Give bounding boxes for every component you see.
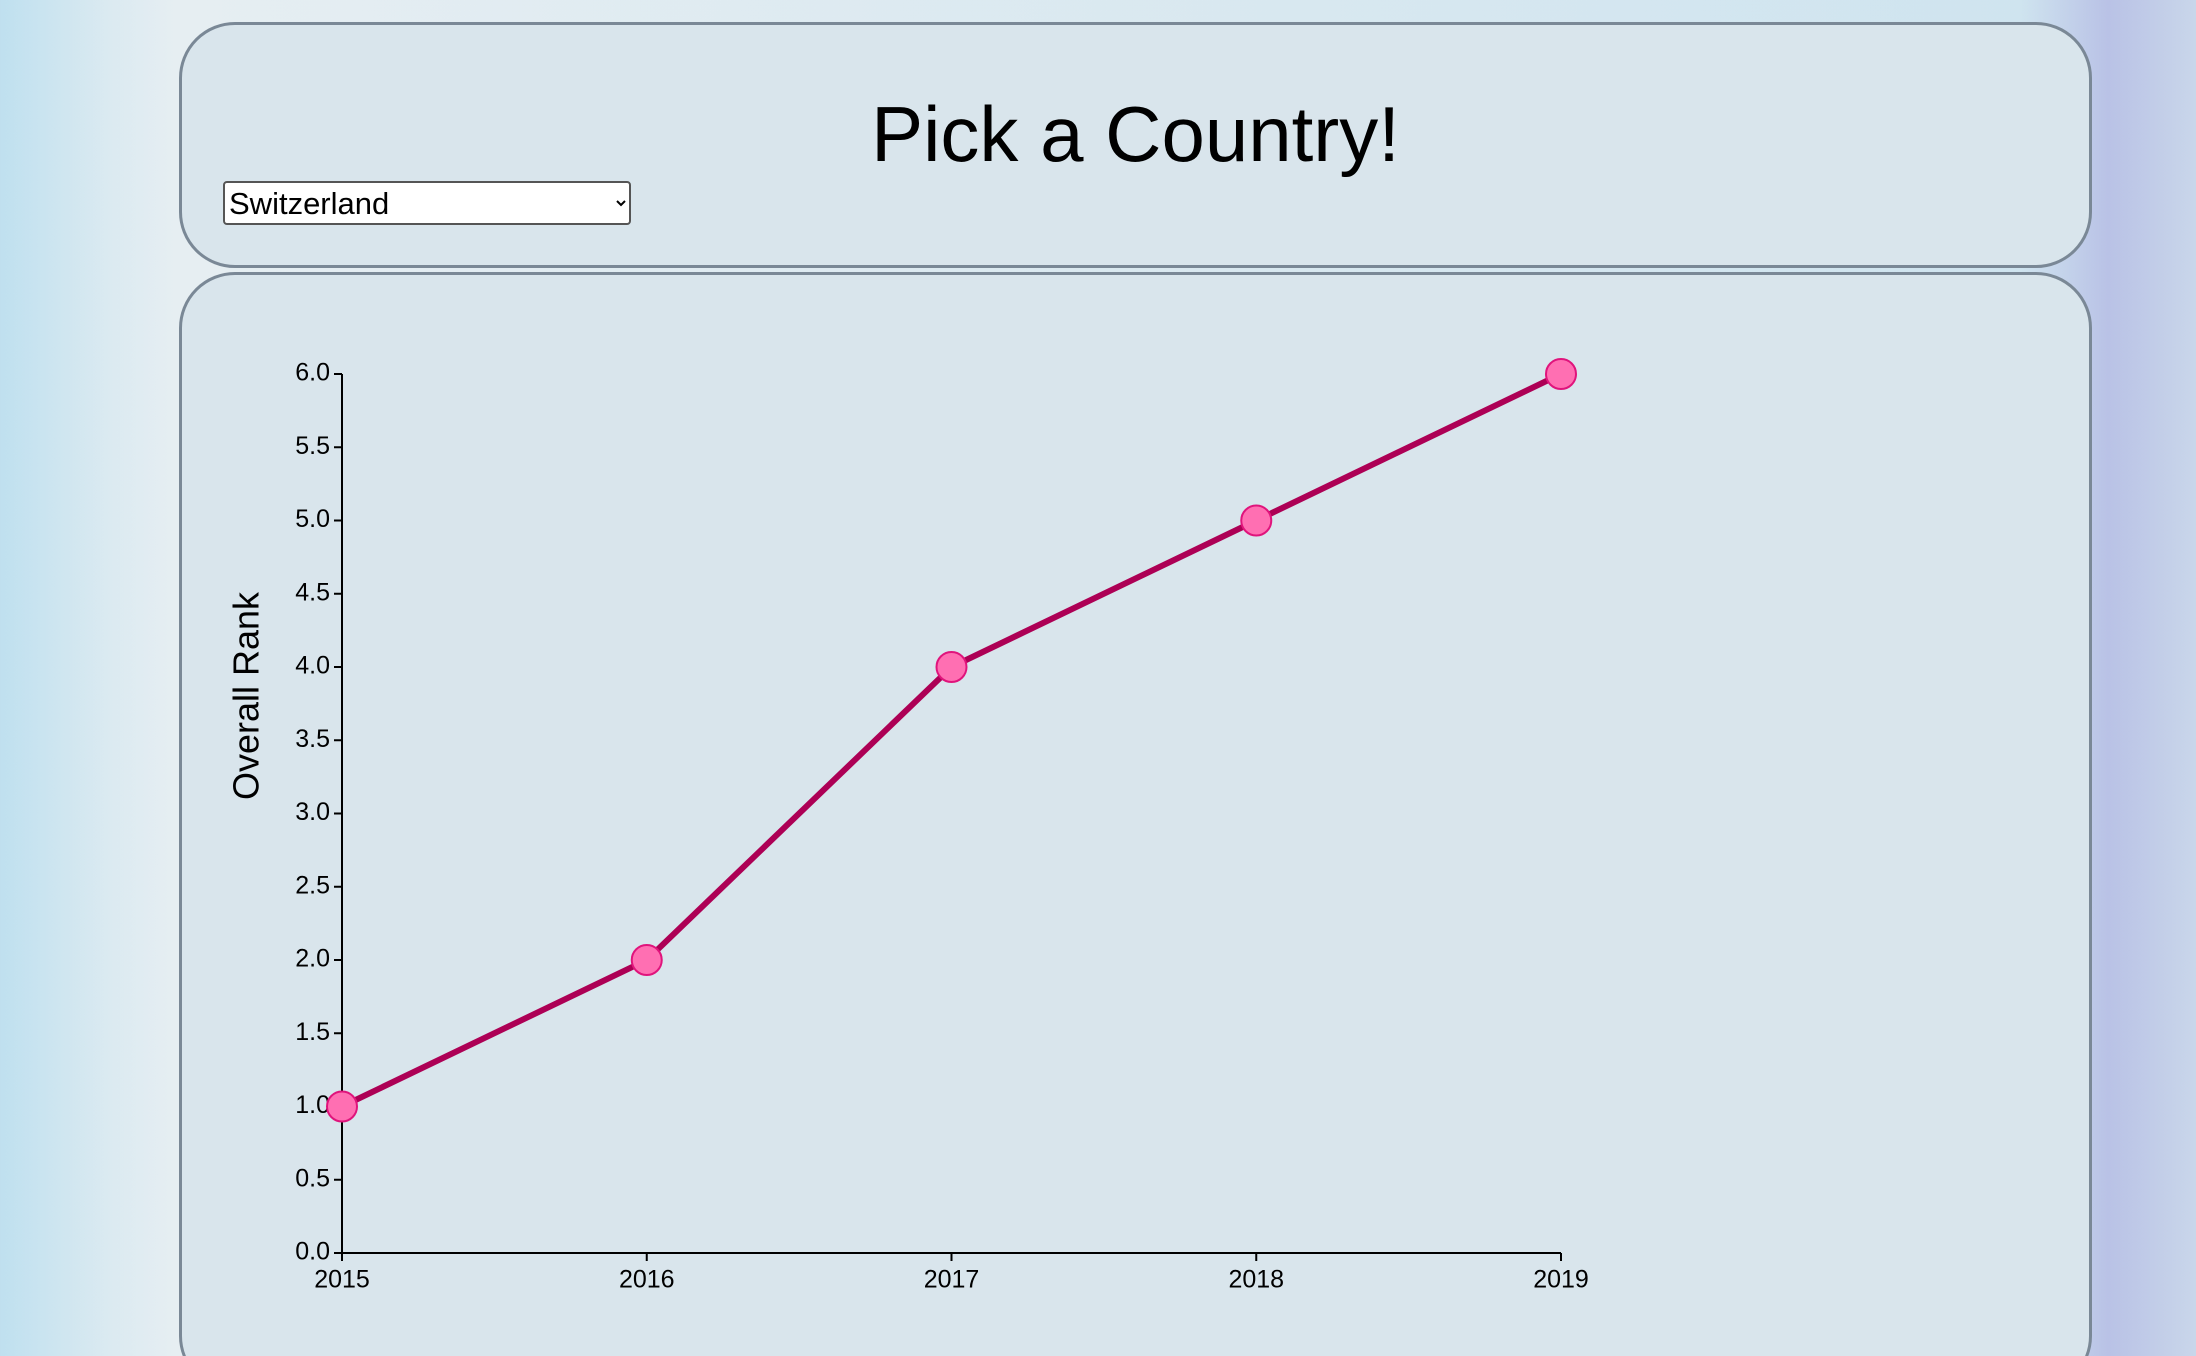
point: [935, 651, 968, 683]
y-axis-label: Overall Rank: [226, 591, 267, 800]
x-tick-label: 2018: [1228, 1266, 1284, 1294]
x-tick-label: 2015: [314, 1266, 370, 1294]
point: [326, 1090, 358, 1123]
country-dropdown[interactable]: Switzerland: [223, 181, 631, 225]
y-tick-label: 2.0: [295, 945, 330, 973]
y-tick-label: 3.5: [295, 725, 330, 753]
x-tick-label: 2019: [1533, 1266, 1589, 1294]
y-tick-label: 6.0: [295, 359, 330, 387]
point: [630, 944, 663, 976]
point: [1545, 358, 1577, 390]
y-tick-label: 0.0: [295, 1238, 330, 1266]
x-tick-label: 2017: [924, 1266, 980, 1294]
y-tick-label: 4.0: [295, 652, 330, 680]
header-panel: Pick a Country! Switzerland: [179, 22, 2092, 268]
chart-panel: [179, 272, 2092, 1356]
y-tick-label: 1.0: [295, 1091, 330, 1119]
y-tick-label: 1.5: [295, 1018, 330, 1046]
y-tick-label: 4.5: [295, 578, 330, 606]
point: [1240, 504, 1273, 537]
y-tick-label: 0.5: [295, 1164, 330, 1192]
y-tick-label: 2.5: [295, 871, 330, 899]
y-tick-label: 5.0: [295, 505, 330, 533]
x-tick-label: 2016: [619, 1266, 675, 1294]
page-title: Pick a Country!: [871, 90, 1400, 178]
y-tick-label: 3.0: [295, 798, 330, 826]
line: [340, 371, 1563, 1110]
y-tick-label: 5.5: [295, 432, 330, 460]
